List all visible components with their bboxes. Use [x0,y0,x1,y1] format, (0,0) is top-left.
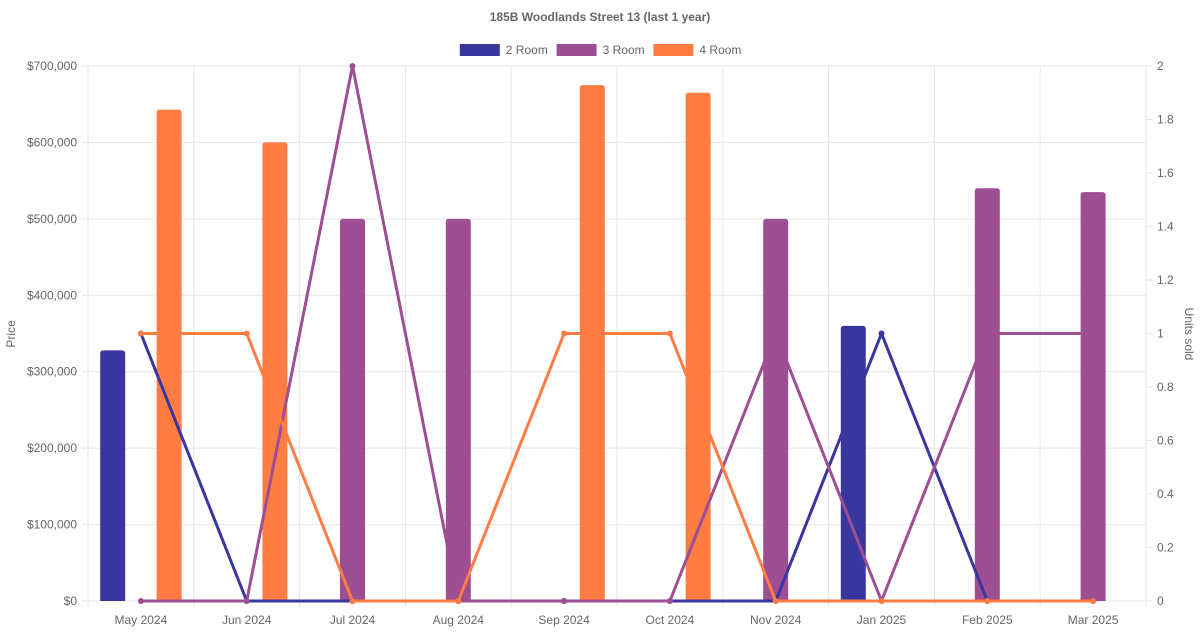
bar-4-room [685,92,711,601]
legend-label-4-room[interactable]: 4 Room [699,43,741,57]
x-tick-label: Sep 2024 [538,613,590,627]
legend-label-2-room[interactable]: 2 Room [506,43,548,57]
line-4-room [140,332,1094,603]
point-3-room [561,598,568,604]
y-right-tick-label: 1.4 [1157,220,1174,234]
chart-title: 185B Woodlands Street 13 (last 1 year) [490,10,711,24]
point-3-room [772,330,779,337]
bar-3-room [340,218,365,601]
point-3-room [1090,330,1097,337]
bar-4-room [579,85,605,602]
y-axis-right-title: Units sold [1182,308,1196,361]
line-3-room [140,64,1094,603]
bar-3-room [974,188,1000,602]
point-3-room [666,598,673,604]
y-left-tick-label: $100,000 [27,518,77,532]
y-left-tick-label: $600,000 [27,135,77,149]
point-4-room [137,330,144,337]
x-tick-label: Jan 2025 [857,613,907,627]
bar-4-room [156,109,182,602]
point-3-room [349,63,356,69]
point-4-room [666,330,673,337]
y-right-tick-label: 0 [1157,594,1164,608]
point-4-room [455,598,462,604]
y-left-tick-label: $300,000 [27,365,77,379]
point-3-room [243,598,250,604]
bar-3-room [1080,192,1106,601]
y-right-tick-label: 0.6 [1157,434,1174,448]
y-right-tick-label: 1 [1157,327,1164,341]
y-right-tick-label: 0.2 [1157,541,1174,555]
bars-layer [100,85,1106,602]
bar-2-room [100,350,126,601]
point-3-room [984,330,991,337]
point-4-room [349,598,356,604]
x-tick-label: Jul 2024 [330,613,376,627]
legend-swatch-4-room[interactable] [653,44,694,56]
bar-3-room [445,218,471,601]
y-right-tick-label: 0.8 [1157,380,1174,394]
legend-swatch-3-room[interactable] [556,44,597,56]
x-tick-label: Oct 2024 [646,613,695,627]
point-4-room [243,330,250,337]
y-left-tick-label: $700,000 [27,59,77,73]
y-left-tick-label: $400,000 [27,288,77,302]
lines-layer [137,63,1097,604]
y-left-tick-label: $200,000 [27,441,77,455]
y-axis-right: 0 0.2 0.4 0.6 0.8 1 1.2 1.4 1.6 1.8 2 [1146,59,1174,608]
x-tick-label: Feb 2025 [962,613,1013,627]
x-axis: May 2024 Jun 2024 Jul 2024 Aug 2024 Sep 2024… [115,613,1119,627]
y-left-tick-label: $0 [64,594,78,608]
y-right-tick-label: 1.8 [1157,113,1174,127]
y-axis-left: $0 $100,000 $200,000 $300,000 $400,000 $500,0… [27,59,88,608]
x-tick-label: Nov 2024 [750,613,802,627]
legend-label-3-room[interactable]: 3 Room [603,43,645,57]
y-right-tick-label: 1.6 [1157,166,1174,180]
legend: 2 Room 3 Room 4 Room [459,43,741,57]
y-axis-left-title: Price [4,320,18,348]
bar-2-room [840,325,866,601]
bar-4-room [262,142,288,601]
point-4-room [1090,598,1097,604]
point-4-room [984,598,991,604]
y-left-tick-label: $500,000 [27,212,77,226]
x-tick-label: Mar 2025 [1068,613,1119,627]
legend-swatch-2-room[interactable] [459,44,500,56]
y-right-tick-label: 2 [1157,59,1164,73]
x-tick-label: May 2024 [115,613,168,627]
bar-3-room [763,218,789,601]
point-4-room [878,598,885,604]
y-right-tick-label: 0.4 [1157,487,1174,501]
x-tick-label: Jun 2024 [222,613,272,627]
point-2-room [878,330,885,337]
point-4-room [772,598,779,604]
point-3-room [137,598,144,604]
point-4-room [561,330,568,337]
x-tick-label: Aug 2024 [433,613,485,627]
y-right-tick-label: 1.2 [1157,273,1174,287]
